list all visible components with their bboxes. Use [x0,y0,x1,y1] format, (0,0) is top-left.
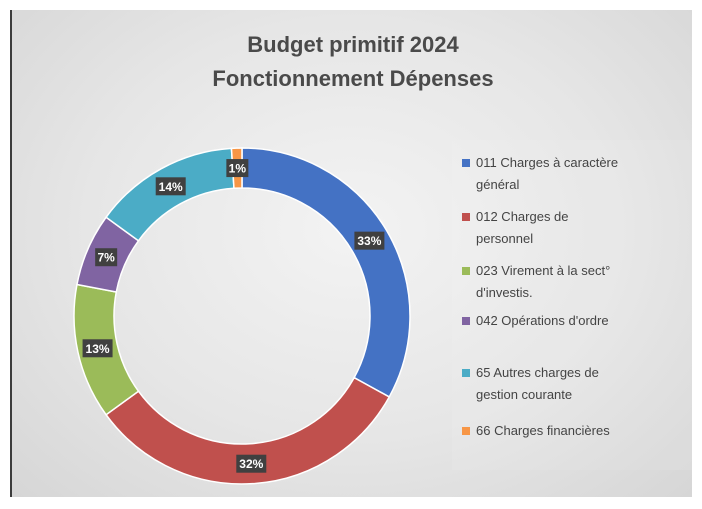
legend-label-1: 012 Charges de [476,209,569,224]
legend-swatch-2 [462,267,470,275]
legend-label-cont-4: gestion courante [476,387,573,402]
data-label-3: 7% [95,248,118,267]
legend-label-5: 66 Charges financières [476,423,610,438]
chart-legend: 011 Charges à caractère général 012 Charge… [452,140,694,470]
data-label-bg-5 [226,159,249,178]
legend-item-1: 012 Charges de personnel [462,206,682,250]
legend-label-0: 011 Charges à caractère [476,155,619,170]
legend-label-2: 023 Virement à la sect° [476,263,611,278]
chart-title-line1: Budget primitif 2024 [247,32,459,57]
data-label-bg-4 [155,177,186,196]
legend-swatch-5 [462,427,470,435]
legend-item-2: 023 Virement à la sect° d'investis. [462,260,682,304]
data-label-5: 1% [226,159,249,178]
data-label-text-0: 33% [357,234,381,248]
legend-item-4: 65 Autres charges de gestion courante [462,362,682,406]
data-label-bg-3 [95,248,118,267]
legend-swatch-0 [462,159,470,167]
data-label-4: 14% [155,177,186,196]
data-label-text-1: 32% [239,457,263,471]
legend-swatch-4 [462,369,470,377]
legend-item-5: 66 Charges financières [462,420,682,442]
data-label-bg-0 [354,231,385,250]
data-label-text-4: 14% [159,180,183,194]
legend-swatch-3 [462,317,470,325]
legend-item-0: 011 Charges à caractère général [462,152,682,196]
legend-swatch-1 [462,213,470,221]
data-label-text-5: 1% [229,162,247,176]
legend-label-3: 042 Opérations d'ordre [476,313,609,328]
legend-label-cont-2: d'investis. [476,285,533,300]
data-label-bg-1 [236,454,267,473]
data-label-2: 13% [82,339,113,358]
data-label-0: 33% [354,231,385,250]
data-label-bg-2 [82,339,113,358]
legend-label-cont-0: général [476,177,520,192]
legend-label-cont-1: personnel [476,231,534,246]
legend-item-3: 042 Opérations d'ordre [462,310,682,332]
donut-slice-0 [241,147,411,398]
data-label-text-3: 7% [98,251,116,265]
chart-title-line2: Fonctionnement Dépenses [212,66,494,91]
chart-area: Budget primitif 2024 Fonctionnement Dépe… [10,10,694,497]
donut-chart: 33% 32% 13% 7% 14% 1% [73,147,411,485]
legend-label-4: 65 Autres charges de [476,365,599,380]
data-label-1: 32% [236,454,267,473]
data-label-text-2: 13% [86,342,110,356]
